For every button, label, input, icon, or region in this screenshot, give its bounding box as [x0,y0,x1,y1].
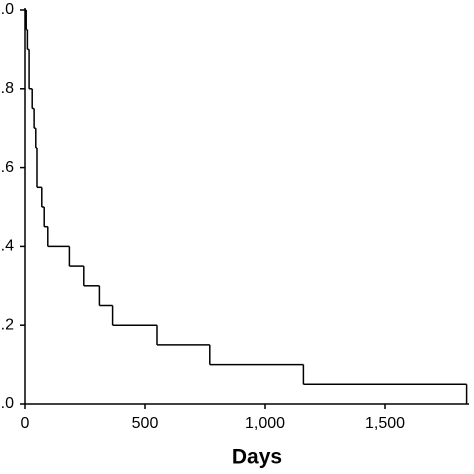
y-tick-label: .2 [1,316,14,333]
x-tick-label: 1,500 [365,415,405,432]
y-tick-label: .0 [1,395,14,412]
y-tick-label: .4 [1,238,14,255]
x-tick-label: 0 [21,415,30,432]
x-tick-label: 1,000 [245,415,285,432]
x-axis-label: Days [232,446,282,469]
x-tick-label: 500 [132,415,159,432]
y-tick-label: 1.0 [0,1,14,18]
y-tick-label: .6 [1,159,14,176]
y-tick-label: .8 [1,80,14,97]
